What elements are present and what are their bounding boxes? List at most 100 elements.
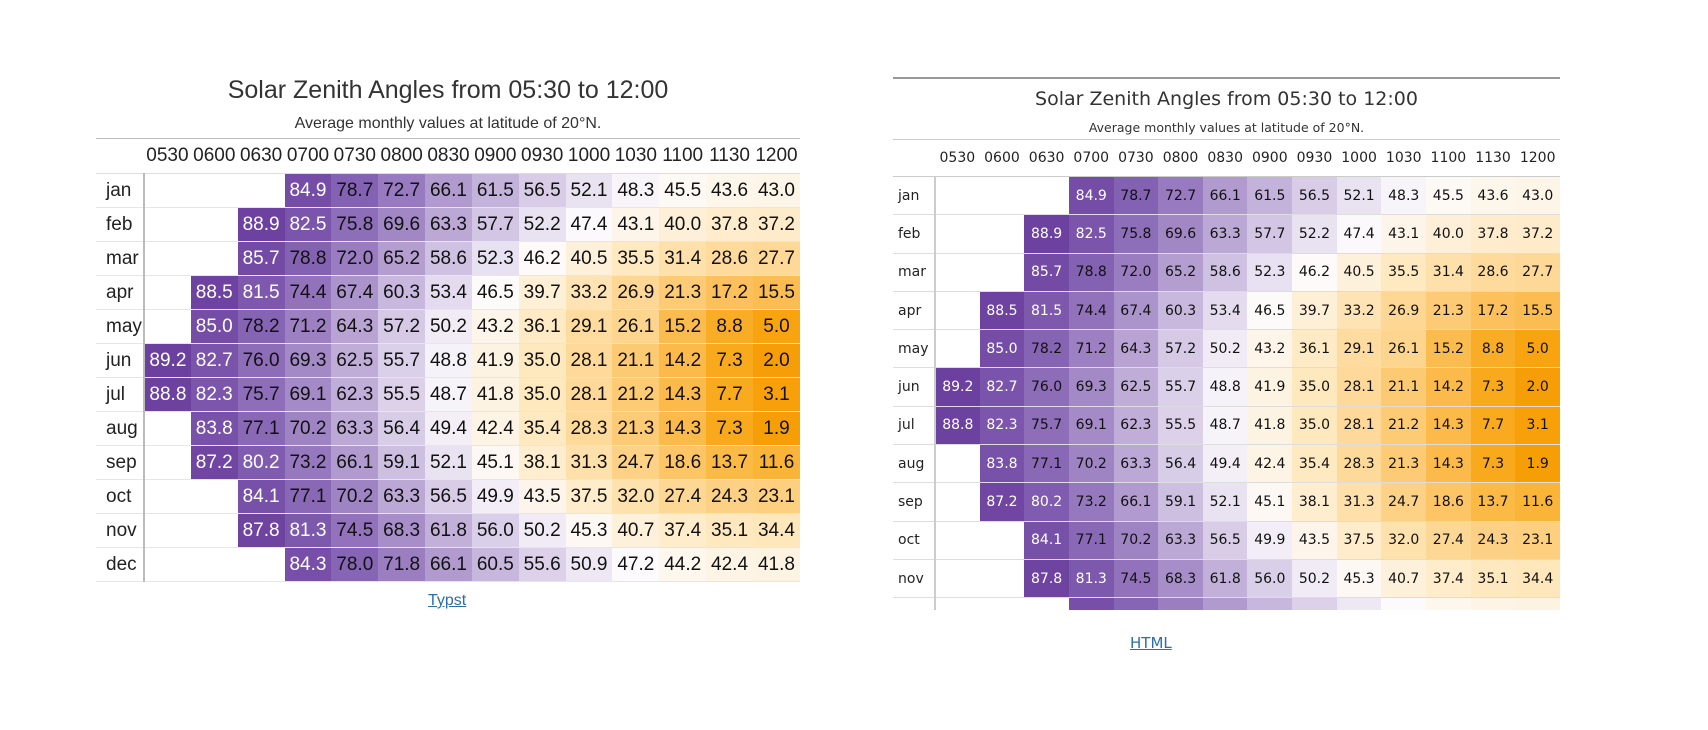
value-cell: 63.3 (1202, 214, 1248, 254)
month-label: jan (893, 176, 936, 216)
column-header: 0930 (518, 138, 566, 174)
value-cell: 60.5 (1247, 597, 1293, 610)
value-cell: 83.8 (190, 411, 238, 446)
value-cell: 82.5 (284, 207, 332, 242)
value-cell: 53.4 (1202, 291, 1248, 331)
column-header: 0630 (1024, 140, 1069, 177)
column-header: 0900 (1247, 140, 1293, 177)
value-cell: 24.3 (1470, 521, 1516, 560)
value-cell: 24.3 (706, 479, 753, 514)
value-cell: 52.3 (1247, 253, 1293, 292)
column-header: 1200 (752, 138, 800, 174)
typst-link[interactable]: Typst (428, 592, 467, 609)
value-cell: 87.8 (237, 513, 285, 548)
value-cell: 69.1 (284, 377, 332, 412)
value-cell: 66.1 (425, 173, 472, 208)
column-header: 1130 (1470, 140, 1516, 177)
value-cell: 23.1 (752, 479, 800, 514)
data-row: sep 87.2 80.2 73.2 66.1 59.1 52.1 45.1 38.1 31.3 2… (893, 482, 1560, 522)
value-cell: 43.2 (471, 309, 519, 344)
value-cell: 71.8 (378, 547, 426, 582)
value-cell: 24.7 (612, 445, 660, 480)
value-cell: 60.5 (471, 547, 519, 582)
value-cell: 13.7 (1470, 482, 1516, 522)
month-label: nov (96, 513, 145, 548)
value-cell: 61.8 (425, 513, 472, 548)
value-cell: 45.1 (471, 445, 519, 480)
column-header: 0700 (284, 138, 332, 174)
value-cell: 63.3 (1113, 444, 1159, 484)
value-cell: 43.5 (1292, 521, 1337, 560)
value-cell: 37.2 (752, 207, 800, 242)
value-cell: 49.9 (1247, 521, 1293, 560)
month-label: aug (893, 444, 936, 484)
value-cell: 85.0 (979, 329, 1025, 369)
value-cell: 7.7 (706, 377, 753, 412)
empty-cell (935, 291, 980, 331)
value-cell: 18.6 (1426, 482, 1471, 522)
empty-cell (935, 521, 980, 560)
empty-cell (190, 207, 238, 242)
value-cell: 45.1 (1247, 482, 1293, 522)
value-cell: 35.0 (518, 377, 566, 412)
value-cell: 41.8 (1515, 597, 1560, 610)
value-cell: 88.5 (190, 275, 238, 310)
html-link[interactable]: HTML (1130, 634, 1172, 652)
value-cell: 33.2 (565, 275, 613, 310)
value-cell: 35.4 (518, 411, 566, 446)
value-cell: 39.7 (518, 275, 566, 310)
value-cell: 74.4 (1068, 291, 1114, 331)
value-cell: 26.9 (612, 275, 660, 310)
month-label: feb (893, 214, 936, 254)
value-cell: 74.4 (284, 275, 332, 310)
value-cell: 69.6 (1158, 214, 1203, 254)
value-cell: 68.3 (1158, 559, 1203, 599)
value-cell: 55.7 (1158, 367, 1203, 407)
data-table: 0530 0600 0630 0700 0730 0800 0830 0900 0930 1000… (96, 138, 800, 582)
empty-cell (190, 241, 238, 276)
value-cell: 1.9 (752, 411, 800, 446)
month-label: aug (96, 411, 145, 446)
value-cell: 71.2 (284, 309, 332, 344)
value-cell: 38.1 (1292, 482, 1337, 522)
value-cell: 85.7 (1024, 253, 1069, 292)
typst-panel: Solar Zenith Angles from 05:30 to 12:00 … (96, 70, 800, 582)
value-cell: 87.2 (190, 445, 238, 480)
table-title: Solar Zenith Angles from 05:30 to 12:00 (227, 76, 669, 104)
data-row: jul 88.8 82.3 75.7 69.1 62.3 55.5 48.7 41.8 35.0 2… (96, 377, 800, 412)
month-label: oct (893, 521, 936, 560)
value-cell: 41.9 (471, 343, 519, 378)
empty-cell (144, 275, 191, 310)
value-cell: 56.4 (1158, 444, 1203, 484)
value-cell: 15.5 (1515, 291, 1560, 331)
value-cell: 81.5 (1024, 291, 1069, 331)
data-table: 0530 0600 0630 0700 0730 0800 0830 0900 0930 1000… (893, 140, 1560, 610)
value-cell: 56.4 (378, 411, 426, 446)
column-header: 0830 (425, 138, 472, 174)
value-cell: 11.6 (1515, 482, 1560, 522)
value-cell: 69.3 (1068, 367, 1114, 407)
data-row: mar 85.7 78.8 72.0 65.2 58.6 52.3 46.2 40.5 35.5 3… (893, 253, 1560, 292)
value-cell: 64.3 (331, 309, 379, 344)
empty-cell (935, 214, 980, 254)
column-header: 1100 (659, 138, 707, 174)
column-header: 0600 (190, 138, 238, 174)
value-cell: 45.5 (1426, 176, 1471, 216)
value-cell: 75.7 (1024, 406, 1069, 446)
value-cell: 58.6 (425, 241, 472, 276)
value-cell: 41.8 (471, 377, 519, 412)
value-cell: 72.7 (1158, 176, 1203, 216)
data-row: jun 89.2 82.7 76.0 69.3 62.5 55.7 48.8 41.9 35.0 2… (893, 367, 1560, 407)
value-cell: 35.1 (1470, 559, 1516, 599)
value-cell: 84.1 (1024, 521, 1069, 560)
value-cell: 78.7 (1113, 176, 1159, 216)
month-label: jul (893, 406, 936, 446)
value-cell: 28.1 (565, 377, 613, 412)
value-cell: 15.5 (752, 275, 800, 310)
value-cell: 50.2 (1292, 559, 1337, 599)
value-cell: 74.5 (331, 513, 379, 548)
value-cell: 5.0 (1515, 329, 1560, 369)
month-label: sep (96, 445, 145, 480)
value-cell: 8.8 (706, 309, 753, 344)
data-row: apr 88.5 81.5 74.4 67.4 60.3 53.4 46.5 39.7 33.2 2… (893, 291, 1560, 331)
